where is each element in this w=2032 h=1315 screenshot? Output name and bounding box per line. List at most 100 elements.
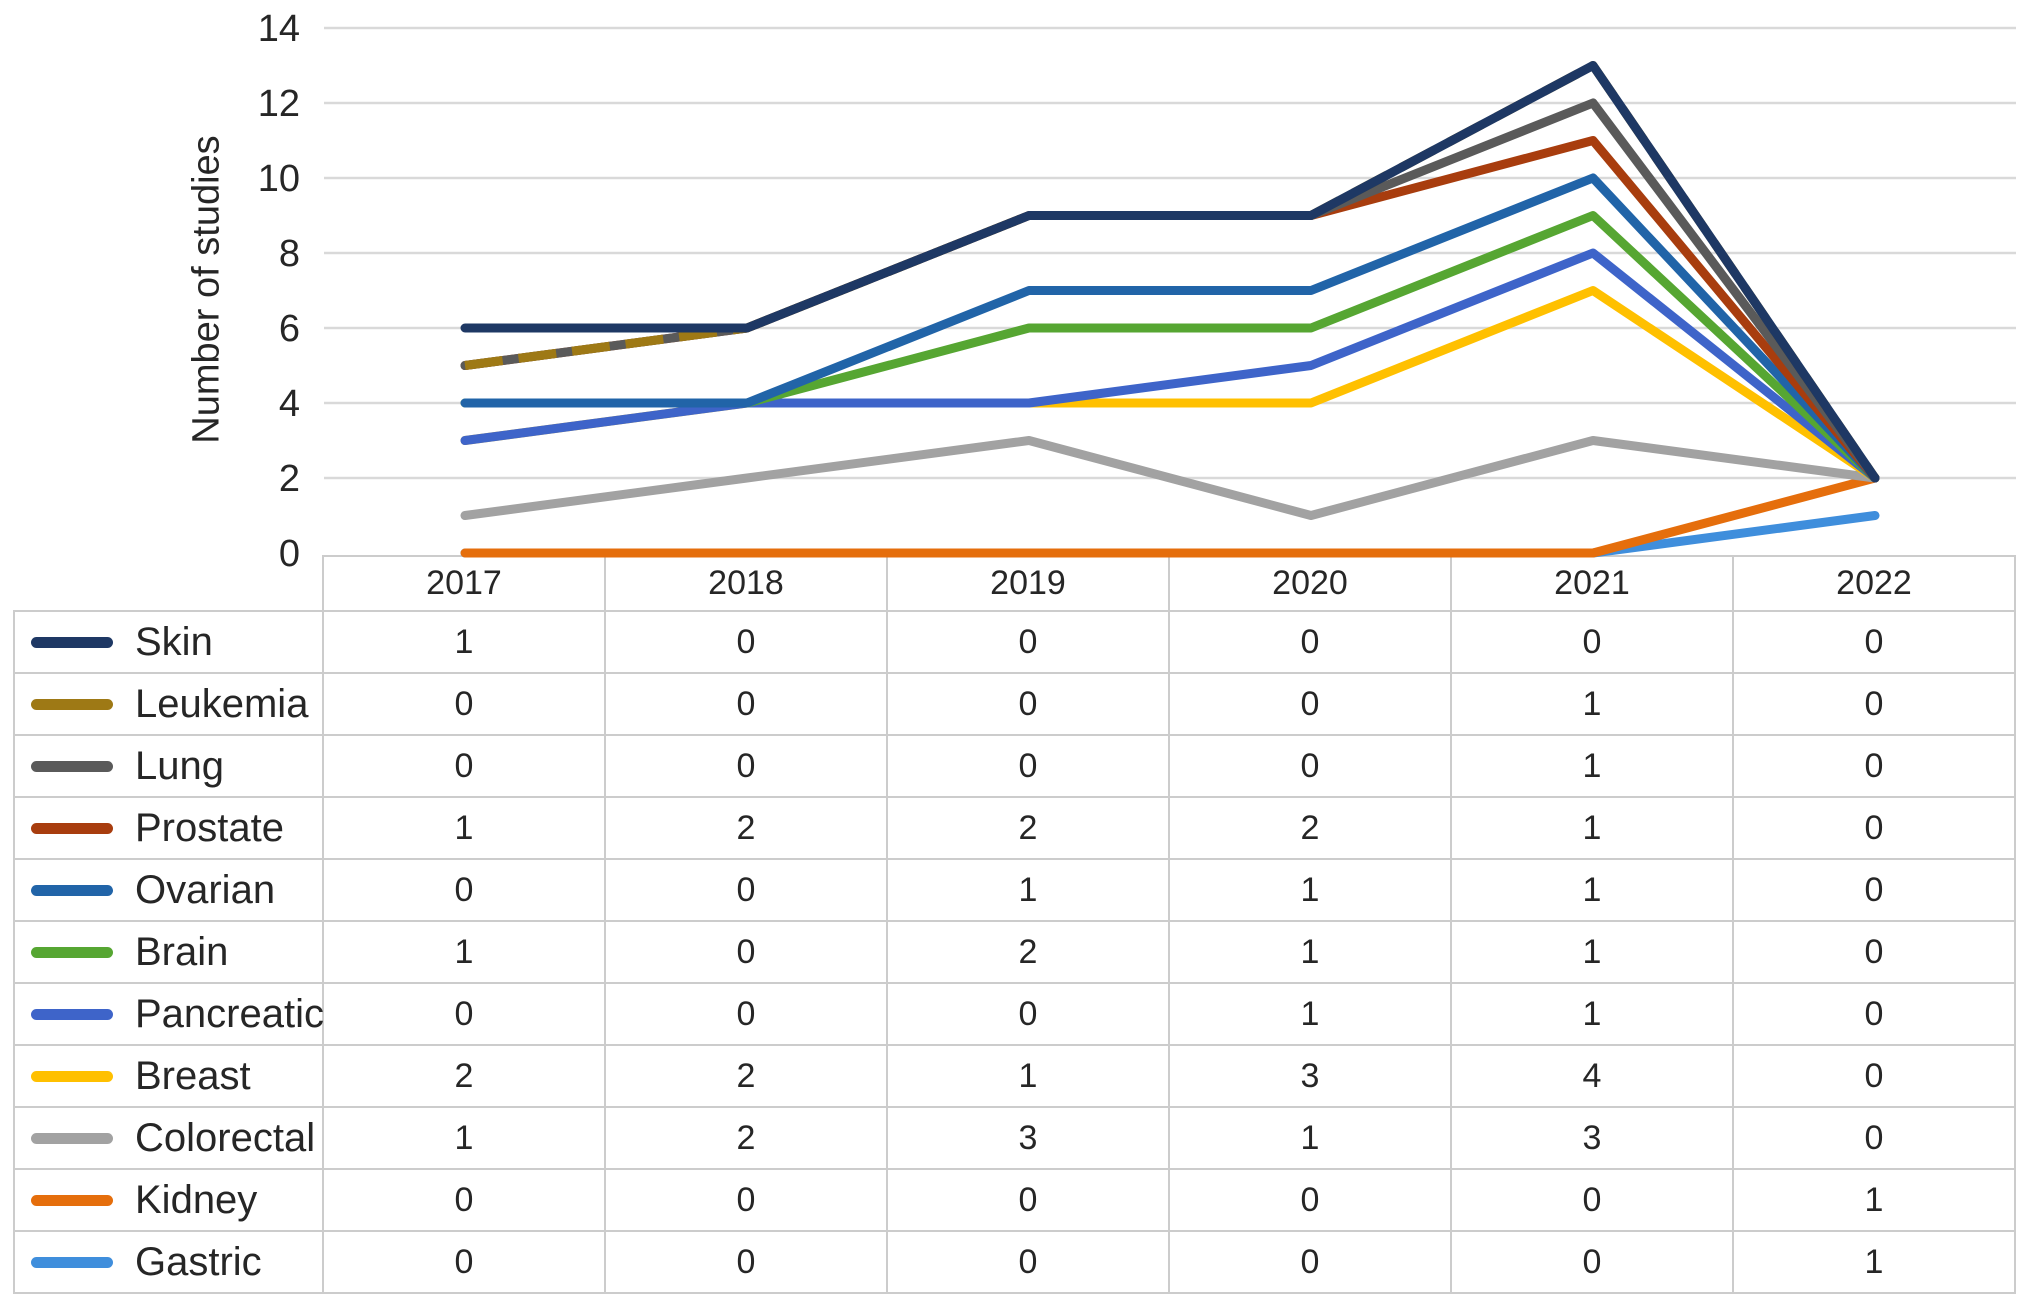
table-value-cell: 1	[1452, 798, 1734, 860]
series-line-brain	[460, 211, 1880, 483]
table-value-cell: 3	[1452, 1108, 1734, 1170]
table-value-cell: 0	[1734, 674, 2016, 736]
table-value-cell: 1	[1452, 674, 1734, 736]
table-value-cell: 0	[1170, 674, 1452, 736]
table-value-cell: 0	[324, 984, 606, 1046]
table-value-cell: 0	[606, 674, 888, 736]
legend-cell: Gastric	[13, 1232, 324, 1294]
y-tick-label: 2	[279, 458, 300, 500]
table-value-cell: 0	[1734, 984, 2016, 1046]
y-tick-label: 4	[279, 383, 300, 425]
table-value-cell: 0	[1452, 612, 1734, 674]
legend-cell: Skin	[13, 612, 324, 674]
year-header-cell: 2021	[1452, 555, 1734, 612]
table-value-cell: 0	[1734, 798, 2016, 860]
table-value-cell: 0	[1452, 1232, 1734, 1294]
legend-line-marker	[31, 698, 113, 710]
table-value-cell: 1	[1170, 984, 1452, 1046]
table-value-cell: 1	[324, 922, 606, 984]
series-line-skin	[460, 61, 1880, 483]
legend-line-marker	[31, 884, 113, 896]
table-value-cell: 0	[606, 736, 888, 798]
legend-line-marker	[31, 1132, 113, 1144]
table-value-cell: 0	[888, 674, 1170, 736]
y-tick-label: 6	[279, 308, 300, 350]
legend-line-marker	[31, 1008, 113, 1020]
table-value-cell: 2	[888, 922, 1170, 984]
table-value-cell: 4	[1452, 1046, 1734, 1108]
legend-cell: Ovarian	[13, 860, 324, 922]
table-value-cell: 0	[1452, 1170, 1734, 1232]
legend-line-marker	[31, 1194, 113, 1206]
table-value-cell: 0	[888, 1170, 1170, 1232]
table-value-cell: 0	[1734, 1046, 2016, 1108]
series-line-prostate	[460, 136, 1880, 483]
table-value-cell: 0	[888, 984, 1170, 1046]
series-line-leukemia	[464, 61, 1879, 481]
series-line-gastric	[460, 511, 1880, 558]
table-value-cell: 3	[1170, 1046, 1452, 1108]
table-value-cell: 0	[1170, 736, 1452, 798]
table-value-cell: 1	[324, 798, 606, 860]
table-value-cell: 0	[1734, 922, 2016, 984]
year-header-cell: 2017	[324, 555, 606, 612]
y-axis-title: Number of studies	[185, 135, 228, 444]
legend-cell: Brain	[13, 922, 324, 984]
legend-label: Pancreatic	[135, 991, 324, 1036]
table-value-cell: 1	[888, 860, 1170, 922]
legend-label: Colorectal	[135, 1115, 316, 1160]
table-value-cell: 2	[888, 798, 1170, 860]
table-value-cell: 1	[1170, 1108, 1452, 1170]
table-value-cell: 0	[324, 736, 606, 798]
y-tick-label: 12	[258, 83, 300, 125]
legend-cell: Lung	[13, 736, 324, 798]
legend-line-marker	[31, 822, 113, 834]
year-header-cell: 2019	[888, 555, 1170, 612]
year-header-cell: 2020	[1170, 555, 1452, 612]
table-value-cell: 2	[606, 1046, 888, 1108]
table-value-cell: 0	[888, 736, 1170, 798]
series-line-kidney	[460, 473, 1880, 558]
table-value-cell: 0	[324, 860, 606, 922]
table-value-cell: 2	[1170, 798, 1452, 860]
table-value-cell: 0	[1734, 736, 2016, 798]
table-value-cell: 0	[606, 1232, 888, 1294]
table-value-cell: 3	[888, 1108, 1170, 1170]
series-line-colorectal	[460, 436, 1880, 520]
legend-cell: Pancreatic	[13, 984, 324, 1046]
legend-cell: Colorectal	[13, 1108, 324, 1170]
table-value-cell: 0	[606, 984, 888, 1046]
table-value-cell: 1	[1734, 1170, 2016, 1232]
table-value-cell: 1	[1452, 860, 1734, 922]
legend-line-marker	[31, 946, 113, 958]
table-value-cell: 0	[1170, 612, 1452, 674]
table-value-cell: 0	[606, 612, 888, 674]
legend-label: Kidney	[135, 1177, 258, 1222]
legend-cell: Breast	[13, 1046, 324, 1108]
table-value-cell: 0	[606, 922, 888, 984]
legend-cell: Prostate	[13, 798, 324, 860]
y-tick-label: 14	[258, 8, 300, 50]
table-value-cell: 0	[324, 1232, 606, 1294]
year-header-cell: 2022	[1734, 555, 2016, 612]
table-value-cell: 0	[1734, 1108, 2016, 1170]
table-value-cell: 2	[324, 1046, 606, 1108]
table-value-cell: 1	[1452, 922, 1734, 984]
table-value-cell: 0	[324, 1170, 606, 1232]
y-tick-label: 10	[258, 158, 300, 200]
table-corner-cell	[13, 555, 324, 612]
table-value-cell: 0	[1170, 1170, 1452, 1232]
series-line-lung	[460, 98, 1880, 483]
series-line-breast	[460, 286, 1880, 483]
table-value-cell: 1	[1452, 736, 1734, 798]
table-value-cell: 1	[1734, 1232, 2016, 1294]
table-value-cell: 0	[1734, 860, 2016, 922]
legend-label: Gastric	[135, 1239, 262, 1284]
table-value-cell: 2	[606, 798, 888, 860]
legend-line-marker	[31, 760, 113, 772]
legend-label: Lung	[135, 743, 224, 788]
table-value-cell: 1	[324, 612, 606, 674]
year-header-cell: 2018	[606, 555, 888, 612]
legend-line-marker	[31, 1070, 113, 1082]
